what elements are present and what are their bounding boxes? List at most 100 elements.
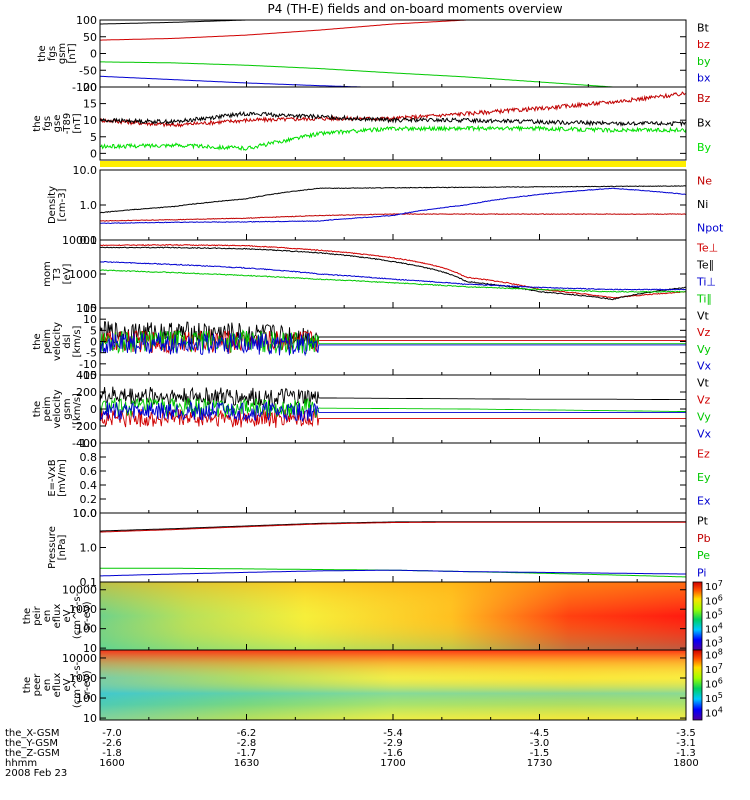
legend-Bt: Bt <box>697 21 710 34</box>
legend-bz: bz <box>697 38 710 51</box>
y-axis-label: the peim velocity gsm [km/s] <box>32 389 83 428</box>
series-Bx <box>99 110 687 128</box>
series-Ne <box>99 213 687 222</box>
legend-by: by <box>697 55 711 68</box>
legend-Ti⊥: Ti⊥ <box>696 276 716 289</box>
y-tick-label: -5 <box>86 347 97 360</box>
y-tick-label: 0.0 <box>80 507 98 520</box>
x-axis-tick-value: -2.6 <box>102 738 122 749</box>
y-tick-label: -50 <box>79 64 97 77</box>
x-axis-tick-value: -4.5 <box>530 728 550 739</box>
y-axis-label-line: -T89 <box>62 113 73 135</box>
legend-Ex: Ex <box>697 494 711 507</box>
series-Vy <box>99 397 687 419</box>
y-tick-label: 1.0 <box>80 199 98 212</box>
y-axis-label-line: (cm^2-s- <box>72 592 83 639</box>
panel-frame <box>99 512 687 583</box>
series-Pb <box>99 521 686 533</box>
x-axis-tick-value: -2.9 <box>383 738 403 749</box>
colorbar-peer_eflux <box>692 649 703 721</box>
series-Pi <box>100 569 686 577</box>
series-bz <box>100 19 686 41</box>
y-tick-label: 10.0 <box>73 164 98 177</box>
y-tick-label: -400 <box>72 437 97 450</box>
series-Ni <box>99 185 687 214</box>
y-tick-label: 5 <box>90 131 97 144</box>
y-tick-label: 100 <box>76 692 97 705</box>
y-tick-label: -200 <box>72 420 97 433</box>
y-axis-label-line: eV <box>62 678 73 691</box>
y-axis-label: E=-VxB [mV/m] <box>47 459 68 497</box>
y-axis-label-line: velocity <box>52 389 63 428</box>
x-axis-tick-value: -7.0 <box>102 728 122 739</box>
y-tick-label: 100 <box>76 623 97 636</box>
x-axis-tick-value: 1630 <box>234 758 259 769</box>
y-axis-label-line: gsm <box>62 398 73 419</box>
legend-Ne: Ne <box>697 175 712 188</box>
series-Vz <box>99 408 686 428</box>
x-axis-tick-value: -3.5 <box>676 728 696 739</box>
x-axis-row-label: the_X-GSM <box>5 728 59 739</box>
legend-By: By <box>697 141 712 154</box>
series-By <box>99 124 687 151</box>
x-axis-tick-value: 1730 <box>527 758 552 769</box>
y-axis-label: the fgs gsm [nT] <box>37 43 78 64</box>
x-axis-tick-value: -6.2 <box>237 728 257 739</box>
y-tick-label: 10 <box>83 313 97 326</box>
panel-frame <box>99 307 687 376</box>
series-Vx <box>99 332 686 357</box>
y-axis-label-line: [km/s] <box>72 393 83 425</box>
y-axis-label-line: the <box>32 115 43 131</box>
series-Vx <box>99 400 686 422</box>
y-axis-label-line: fgs <box>42 116 53 131</box>
y-tick-label: 0.6 <box>80 465 98 478</box>
y-axis-label: the fgs gse -T89 [nT] <box>32 113 83 135</box>
y-axis-label-line: the <box>37 45 48 61</box>
legend-Pt: Pt <box>697 515 709 528</box>
y-axis-label-line: velocity <box>52 322 63 361</box>
y-axis-label-line: Density <box>47 186 58 224</box>
x-axis-tick-value: 1800 <box>673 758 698 769</box>
y-axis-label-line: mom <box>42 261 53 287</box>
y-tick-label: 0 <box>90 403 97 416</box>
legend-Pi: Pi <box>697 566 706 579</box>
y-tick-label: 0.1 <box>80 234 98 247</box>
x-axis-row-label: the_Y-GSM <box>5 738 58 749</box>
y-axis-label: the peim velocity dsl [km/s] <box>32 322 83 361</box>
y-tick-label: -15 <box>79 369 97 382</box>
series-Npot <box>99 187 687 225</box>
legend-Bx: Bx <box>697 117 712 130</box>
y-axis-label: mom T3 [eV] <box>42 261 73 287</box>
legend-Ez: Ez <box>697 448 710 461</box>
y-axis-label-line: peir <box>32 605 43 625</box>
legend-Pe: Pe <box>697 549 710 562</box>
y-axis-label-line: T3 <box>52 268 63 281</box>
x-axis-tick-value: -2.8 <box>237 738 257 749</box>
y-tick-label: -100 <box>72 81 97 94</box>
series-Bt <box>100 19 686 25</box>
y-axis-label-line: the <box>22 608 33 624</box>
series-Vy <box>99 329 686 355</box>
legend-Vz: Vz <box>697 394 711 407</box>
y-axis-label-line: eflux <box>52 604 63 629</box>
y-axis-label-line: [nT] <box>67 43 78 63</box>
legend-Vz: Vz <box>697 326 711 339</box>
colorbar-tick-label: 106 <box>705 593 723 607</box>
legend-Vt: Vt <box>697 377 710 390</box>
legend-Te⊥: Te⊥ <box>696 242 718 255</box>
panel-frame <box>99 86 687 161</box>
y-axis-label-line: the <box>32 333 43 349</box>
series-Vt <box>99 386 686 408</box>
panel-efield: 1.00.80.60.40.20.0 E=-VxB [mV/m] Ez Ey Ex <box>47 437 711 520</box>
y-axis-label-line: gse <box>52 115 63 133</box>
y-axis-label: the peir en eflux eV (cm^2-s-sr-eV) <box>22 592 93 639</box>
panel-fgs_gse: 20 15 10 5 0 the fgs gse -T89 [nT] Bz Bx By <box>32 81 712 161</box>
y-axis-label: Density [cm-3] <box>47 186 68 224</box>
series-Te∥ <box>99 246 687 301</box>
colorbar-tick-label: 107 <box>705 662 723 676</box>
y-tick-label: 50 <box>83 31 97 44</box>
colorbar-tick-label: 108 <box>705 647 723 661</box>
legend-Ey: Ey <box>697 471 711 484</box>
y-tick-label: 10 <box>83 114 97 127</box>
